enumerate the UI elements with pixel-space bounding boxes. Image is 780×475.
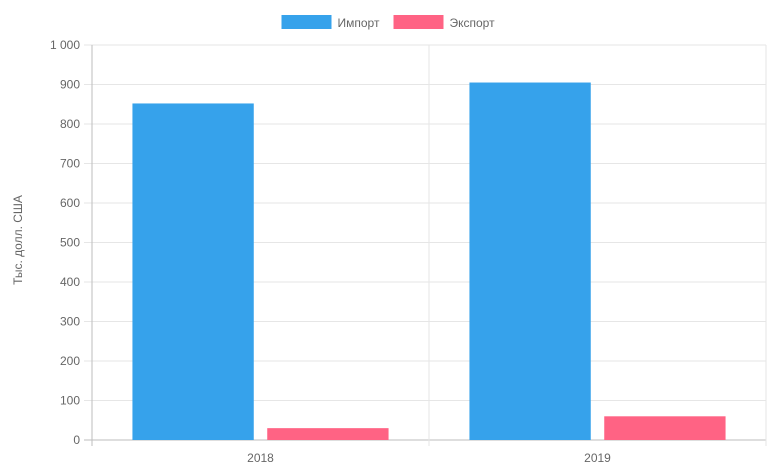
legend-label: Экспорт [450, 16, 496, 30]
bar-import-2019 [469, 82, 591, 441]
y-tick-label: 0 [73, 433, 80, 447]
legend-label: Импорт [338, 16, 380, 30]
x-tick-label: 2019 [584, 451, 611, 465]
bars-layer [132, 82, 726, 441]
bar-export-2018 [267, 428, 389, 440]
axis-layer: 0 100 200 300 400 500 600 700 800 900 1 000 2018 201… [50, 38, 611, 465]
y-tick-label: 900 [60, 78, 80, 92]
y-axis-title: Тыс. долл. США [11, 195, 25, 285]
y-tick-label: 1 000 [50, 38, 80, 52]
y-tick-label: 800 [60, 117, 80, 131]
y-tick-label: 500 [60, 236, 80, 250]
bar-import-2018 [132, 103, 254, 441]
y-tick-label: 300 [60, 315, 80, 329]
x-tick-label: 2018 [247, 451, 274, 465]
legend-item-export[interactable]: Экспорт [393, 15, 496, 30]
y-tick-label: 400 [60, 275, 80, 289]
legend[interactable]: Импорт Экспорт [281, 15, 496, 30]
bar-export-2019 [604, 416, 726, 440]
legend-swatch [281, 15, 332, 29]
legend-swatch [393, 15, 444, 29]
y-tick-label: 200 [60, 354, 80, 368]
legend-item-import[interactable]: Импорт [281, 15, 380, 30]
y-tick-label: 100 [60, 394, 80, 408]
y-tick-label: 700 [60, 157, 80, 171]
y-tick-label: 600 [60, 196, 80, 210]
